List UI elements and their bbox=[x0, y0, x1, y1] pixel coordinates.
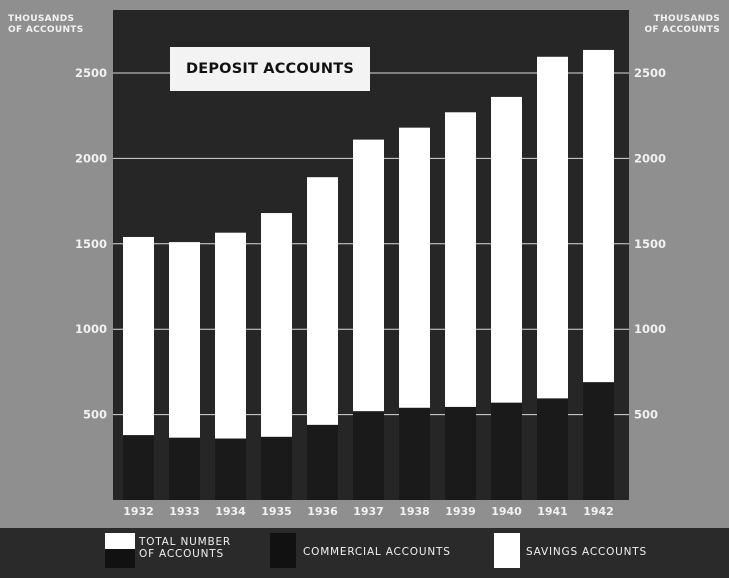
legend-swatch-commercial bbox=[270, 533, 296, 568]
y-axis-title-right-line-1: THOUSANDS bbox=[653, 14, 720, 24]
legend-swatch-savings bbox=[494, 533, 520, 568]
bar-commercial bbox=[583, 382, 614, 500]
bar-savings bbox=[123, 236, 154, 436]
x-tick-label: 1933 bbox=[169, 505, 200, 518]
y-tick-label-right: 2000 bbox=[634, 151, 666, 165]
y-axis-title-left-line-1: THOUSANDS bbox=[8, 14, 75, 24]
x-tick-label: 1934 bbox=[215, 505, 246, 518]
y-axis-title-right-line-2: OF ACCOUNTS bbox=[644, 25, 720, 35]
legend-swatches bbox=[105, 533, 520, 568]
bar-savings bbox=[445, 112, 476, 407]
bar-commercial bbox=[307, 424, 338, 500]
bar-savings bbox=[537, 56, 568, 399]
bar-commercial bbox=[445, 406, 476, 500]
x-tick-label: 1940 bbox=[491, 505, 522, 518]
chart-title-box: DEPOSIT ACCOUNTS bbox=[170, 47, 370, 91]
y-axis-title-left-line-2: OF ACCOUNTS bbox=[8, 25, 84, 35]
bar-savings bbox=[307, 177, 338, 425]
legend-swatch-total-bottom bbox=[105, 549, 135, 568]
bar-savings bbox=[583, 49, 614, 383]
bar-savings bbox=[215, 232, 246, 439]
legend: TOTAL NUMBER OF ACCOUNTS COMMERCIAL ACCO… bbox=[0, 528, 729, 578]
bar-commercial bbox=[215, 438, 246, 500]
x-tick-label: 1932 bbox=[123, 505, 154, 518]
bar-savings bbox=[491, 96, 522, 403]
y-tick-label-right: 1000 bbox=[634, 322, 666, 336]
x-tick-label: 1935 bbox=[261, 505, 292, 518]
legend-label-total-line-1: TOTAL NUMBER bbox=[139, 536, 231, 548]
bar-savings bbox=[169, 242, 200, 438]
y-axis-title-left: THOUSANDS OF ACCOUNTS bbox=[8, 14, 84, 36]
bar-commercial bbox=[123, 435, 154, 500]
y-tick-label-left: 1500 bbox=[75, 237, 107, 251]
y-tick-label-left: 2000 bbox=[75, 151, 107, 165]
y-axis-title-right: THOUSANDS OF ACCOUNTS bbox=[640, 14, 720, 36]
bar-commercial bbox=[491, 402, 522, 500]
y-tick-label-right: 2500 bbox=[634, 66, 666, 80]
legend-label-commercial: COMMERCIAL ACCOUNTS bbox=[303, 546, 451, 558]
x-tick-label: 1937 bbox=[353, 505, 384, 518]
bar-savings bbox=[261, 213, 292, 437]
legend-label-commercial-text: COMMERCIAL ACCOUNTS bbox=[303, 546, 451, 558]
x-tick-label: 1941 bbox=[537, 505, 568, 518]
y-tick-label-left: 2500 bbox=[75, 66, 107, 80]
chart-title: DEPOSIT ACCOUNTS bbox=[186, 61, 354, 77]
bar-savings bbox=[399, 127, 430, 408]
y-tick-label-right: 1500 bbox=[634, 237, 666, 251]
x-tick-label: 1936 bbox=[307, 505, 338, 518]
legend-label-savings-text: SAVINGS ACCOUNTS bbox=[526, 546, 647, 558]
y-tick-label-right: 500 bbox=[634, 408, 658, 422]
bar-commercial bbox=[399, 407, 430, 500]
bar-commercial bbox=[169, 437, 200, 500]
legend-swatch-total-top bbox=[105, 533, 135, 549]
bar-commercial bbox=[353, 411, 384, 500]
legend-label-savings: SAVINGS ACCOUNTS bbox=[526, 546, 647, 558]
y-tick-label-left: 1000 bbox=[75, 322, 107, 336]
x-tick-label: 1939 bbox=[445, 505, 476, 518]
bar-commercial bbox=[537, 398, 568, 500]
bar-savings bbox=[353, 139, 384, 412]
y-tick-label-left: 500 bbox=[83, 408, 107, 422]
bar-commercial bbox=[261, 436, 292, 500]
x-tick-label: 1942 bbox=[583, 505, 614, 518]
legend-label-total-line-2: OF ACCOUNTS bbox=[139, 548, 224, 560]
legend-label-total: TOTAL NUMBER OF ACCOUNTS bbox=[139, 536, 231, 560]
x-tick-label: 1938 bbox=[399, 505, 430, 518]
